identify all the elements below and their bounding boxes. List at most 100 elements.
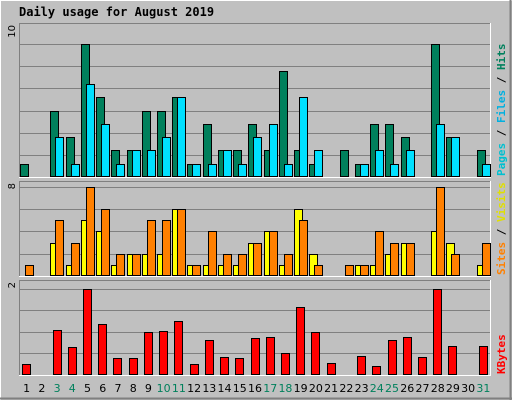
bar-files-day-10 [162, 137, 171, 177]
bar-hits-day-18 [279, 71, 288, 177]
day-label-10: 10 [157, 382, 171, 395]
day-label-30: 30 [461, 382, 475, 395]
bar-visits-day-16 [253, 243, 262, 276]
bar-files-day-29 [451, 137, 460, 177]
bar-hits-day-9 [142, 111, 151, 177]
day-label-9: 9 [145, 382, 152, 395]
day-label-29: 29 [446, 382, 460, 395]
bar-kbytes-day-31 [479, 346, 488, 375]
day-label-22: 22 [339, 382, 353, 395]
bar-visits-day-20 [314, 265, 323, 276]
bar-kbytes-day-16 [251, 338, 260, 375]
day-label-20: 20 [309, 382, 323, 395]
bar-visits-day-22 [345, 265, 354, 276]
bar-files-day-14 [223, 150, 232, 177]
day-label-24: 24 [370, 382, 384, 395]
bar-visits-day-6 [101, 209, 110, 276]
y-max-tick-label: 8 [7, 183, 18, 189]
bar-kbytes-day-4 [68, 347, 77, 375]
day-label-21: 21 [324, 382, 338, 395]
bar-hits-day-25 [385, 124, 394, 177]
day-label-12: 12 [187, 382, 201, 395]
day-label-8: 8 [130, 382, 137, 395]
bar-visits-day-31 [482, 243, 491, 276]
day-label-13: 13 [202, 382, 216, 395]
bar-visits-day-28 [436, 187, 445, 276]
bar-files-day-4 [71, 164, 80, 177]
day-label-16: 16 [248, 382, 262, 395]
bar-kbytes-day-14 [220, 357, 229, 375]
bar-visits-day-5 [86, 187, 95, 276]
bar-files-day-12 [192, 164, 201, 177]
panel-side-label: KBytes [495, 334, 508, 374]
bar-visits-day-18 [284, 254, 293, 276]
bar-kbytes-day-15 [235, 358, 244, 375]
bar-kbytes-day-6 [98, 324, 107, 375]
day-label-2: 2 [38, 382, 45, 395]
bar-visits-day-7 [116, 254, 125, 276]
bar-files-day-8 [132, 150, 141, 177]
bar-visits-day-17 [269, 231, 278, 276]
bar-visits-day-14 [223, 254, 232, 276]
bar-kbytes-day-3 [53, 330, 62, 375]
bar-files-day-20 [314, 150, 323, 177]
day-label-1: 1 [23, 382, 30, 395]
bar-files-day-9 [147, 150, 156, 177]
side-label-part: / [495, 123, 508, 143]
bar-visits-day-15 [238, 254, 247, 276]
bar-files-day-13 [208, 164, 217, 177]
side-label-part: Pages [495, 143, 508, 176]
bar-files-day-23 [360, 164, 369, 177]
bar-files-day-26 [406, 150, 415, 177]
bar-kbytes-day-11 [174, 321, 183, 375]
bar-kbytes-day-13 [205, 340, 214, 375]
bar-visits-day-11 [177, 209, 186, 276]
bar-visits-day-9 [147, 220, 156, 276]
bar-hits-day-4 [66, 137, 75, 177]
bar-hits-day-28 [431, 44, 440, 177]
bar-kbytes-day-29 [448, 346, 457, 375]
day-label-15: 15 [233, 382, 247, 395]
bar-kbytes-day-1 [22, 364, 31, 375]
day-label-27: 27 [415, 382, 429, 395]
bar-kbytes-day-19 [296, 307, 305, 375]
day-label-5: 5 [84, 382, 91, 395]
bar-kbytes-day-5 [83, 289, 92, 375]
bar-visits-day-24 [375, 231, 384, 276]
side-label-part: / [495, 70, 508, 90]
bar-kbytes-day-28 [433, 289, 442, 375]
bar-visits-day-25 [390, 243, 399, 276]
bar-kbytes-day-21 [327, 363, 336, 375]
side-label-part: Visits [495, 182, 508, 222]
day-label-3: 3 [54, 382, 61, 395]
day-label-14: 14 [218, 382, 232, 395]
bar-hits-day-31 [477, 150, 486, 177]
bar-visits-day-26 [406, 243, 415, 276]
bar-visits-day-1 [25, 265, 34, 276]
bar-visits-day-10 [162, 220, 171, 276]
bar-visits-day-13 [208, 231, 217, 276]
bar-visits-day-8 [132, 254, 141, 276]
bar-kbytes-day-24 [372, 366, 381, 375]
bar-visits-day-12 [192, 265, 201, 276]
side-label-part: Hits [495, 44, 508, 71]
bar-files-day-6 [101, 124, 110, 177]
bar-visits-day-23 [360, 265, 369, 276]
day-label-28: 28 [431, 382, 445, 395]
side-label-part: KBytes [495, 334, 508, 374]
side-label-part: Files [495, 90, 508, 123]
bar-kbytes-day-7 [113, 358, 122, 375]
bar-files-day-16 [253, 137, 262, 177]
chart-title: Daily usage for August 2019 [19, 5, 214, 19]
bar-files-day-5 [86, 84, 95, 177]
bar-hits-day-7 [111, 150, 120, 177]
bar-files-day-18 [284, 164, 293, 177]
bar-hits-day-22 [340, 150, 349, 177]
bar-hits-day-1 [20, 164, 29, 177]
chart-panel-3: 2 KBytes [7, 280, 508, 376]
bar-visits-day-3 [55, 220, 64, 276]
bar-visits-day-19 [299, 220, 308, 276]
bar-files-day-28 [436, 124, 445, 177]
bar-hits-day-15 [233, 150, 242, 177]
